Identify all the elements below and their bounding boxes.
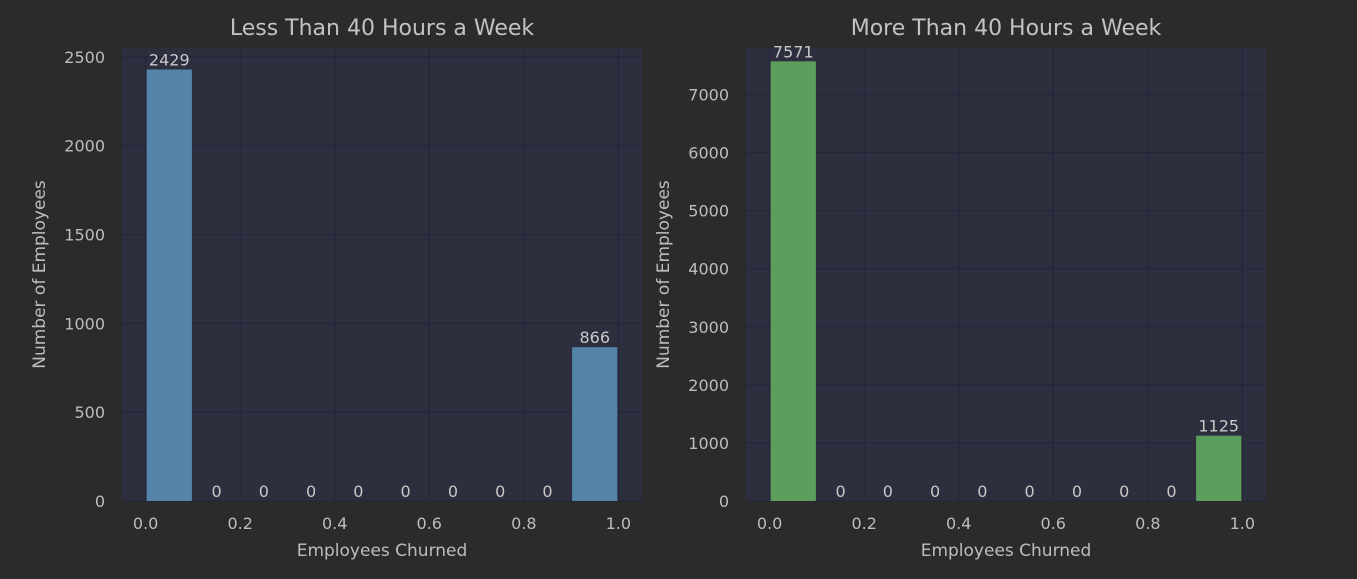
plot-area <box>746 48 1266 501</box>
y-tick-label: 3000 <box>688 318 729 337</box>
y-tick-label: 500 <box>74 403 105 422</box>
bar-value-label: 7571 <box>773 42 814 61</box>
y-tick-label: 0 <box>95 492 105 511</box>
bar <box>1196 435 1242 501</box>
x-tick-label: 0.0 <box>757 514 782 533</box>
bar-value-label: 1125 <box>1198 417 1239 436</box>
bar-value-label: 2429 <box>149 50 190 69</box>
x-tick-label: 1.0 <box>1230 514 1255 533</box>
chart-title: More Than 40 Hours a Week <box>851 16 1162 41</box>
bar-value-label: 0 <box>1119 482 1129 501</box>
y-tick-label: 1500 <box>64 226 105 245</box>
bars <box>770 61 1242 501</box>
bar-value-label: 0 <box>542 482 552 501</box>
x-tick-label: 0.6 <box>1041 514 1066 533</box>
y-tick-label: 1000 <box>688 434 729 453</box>
chart-more-than-40-hours: 7571 0 0 0 0 0 0 0 0 1125 0.0 0.2 0.4 0.6 0.8 1.0 0 100… <box>654 16 1266 561</box>
bar-value-label: 0 <box>977 482 987 501</box>
bar-value-label: 0 <box>930 482 940 501</box>
x-ticks: 0.0 0.2 0.4 0.6 0.8 1.0 <box>757 514 1255 533</box>
x-tick-label: 0.4 <box>322 514 347 533</box>
x-tick-label: 0.6 <box>417 514 442 533</box>
y-tick-label: 2000 <box>688 376 729 395</box>
y-ticks: 0 1000 2000 3000 4000 5000 6000 7000 <box>688 85 729 511</box>
gridlines <box>122 48 642 502</box>
gridlines <box>746 48 1266 502</box>
bar-value-label: 0 <box>835 482 845 501</box>
x-tick-label: 0.2 <box>227 514 252 533</box>
y-tick-label: 0 <box>719 492 729 511</box>
bar-value-label: 0 <box>448 482 458 501</box>
bar <box>572 347 618 501</box>
bar-value-label: 866 <box>579 328 610 347</box>
x-tick-label: 0.8 <box>511 514 536 533</box>
y-tick-label: 6000 <box>688 144 729 163</box>
bar-value-label: 0 <box>883 482 893 501</box>
bar-value-label: 0 <box>401 482 411 501</box>
y-tick-label: 2500 <box>64 48 105 67</box>
y-tick-label: 7000 <box>688 85 729 104</box>
bar-labels: 7571 0 0 0 0 0 0 0 0 1125 <box>773 42 1239 501</box>
bar-value-label: 0 <box>353 482 363 501</box>
bar-value-label: 0 <box>1072 482 1082 501</box>
x-tick-label: 1.0 <box>606 514 631 533</box>
x-axis-label: Employees Churned <box>921 541 1092 561</box>
bar-value-label: 0 <box>211 482 221 501</box>
bar-value-label: 0 <box>495 482 505 501</box>
y-axis-label: Number of Employees <box>30 180 50 369</box>
y-tick-label: 2000 <box>64 137 105 156</box>
y-axis-label: Number of Employees <box>654 180 674 369</box>
bar-value-label: 0 <box>1166 482 1176 501</box>
bar-value-label: 0 <box>306 482 316 501</box>
bar <box>146 69 192 501</box>
chart-title: Less Than 40 Hours a Week <box>230 16 535 41</box>
x-tick-label: 0.0 <box>133 514 158 533</box>
plot-area <box>122 48 642 501</box>
bar-value-label: 0 <box>1025 482 1035 501</box>
bar-value-label: 0 <box>259 482 269 501</box>
x-ticks: 0.0 0.2 0.4 0.6 0.8 1.0 <box>133 514 631 533</box>
y-tick-label: 4000 <box>688 260 729 279</box>
y-tick-label: 1000 <box>64 314 105 333</box>
x-axis-label: Employees Churned <box>297 541 468 561</box>
x-tick-label: 0.8 <box>1135 514 1160 533</box>
bars <box>146 69 618 501</box>
y-ticks: 0 500 1000 1500 2000 2500 <box>64 48 105 511</box>
x-tick-label: 0.2 <box>851 514 876 533</box>
y-tick-label: 5000 <box>688 202 729 221</box>
x-tick-label: 0.4 <box>946 514 971 533</box>
bar-labels: 2429 0 0 0 0 0 0 0 0 866 <box>149 50 610 501</box>
chart-less-than-40-hours: 2429 0 0 0 0 0 0 0 0 866 0.0 0.2 0.4 0.6 0.8 1.0 0 500 1… <box>30 16 642 561</box>
bar <box>770 61 816 501</box>
